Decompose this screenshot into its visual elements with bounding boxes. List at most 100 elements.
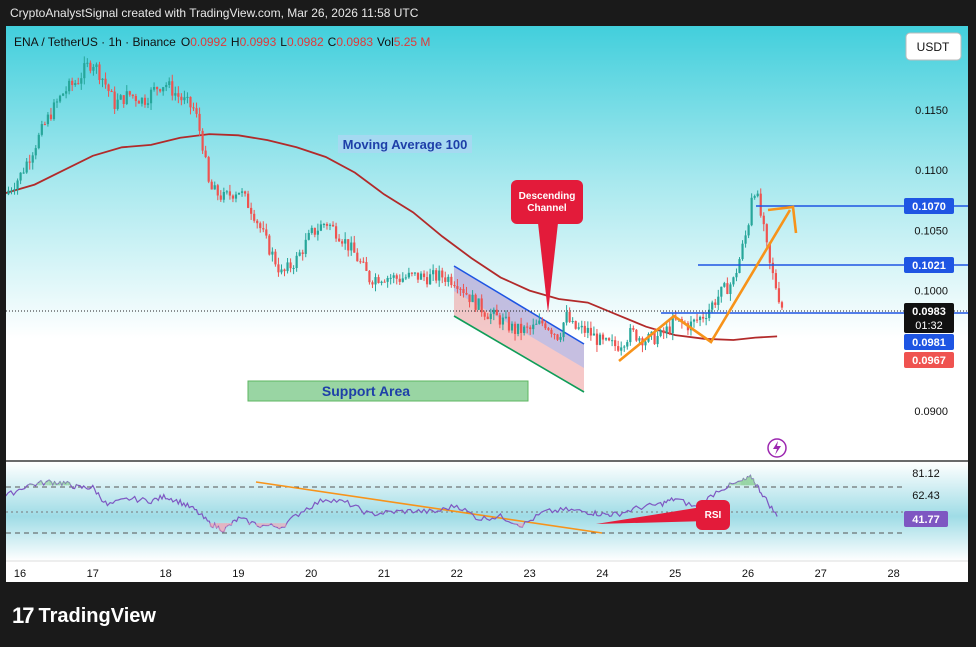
candle-body <box>562 322 565 338</box>
candle-body <box>256 220 259 224</box>
candle-body <box>611 340 614 342</box>
candle-body <box>280 269 283 273</box>
candle-body <box>607 338 611 341</box>
candle-body <box>28 161 31 163</box>
candle-body <box>380 281 383 283</box>
candle-body <box>83 63 86 79</box>
candle-body <box>762 215 765 225</box>
candle-body <box>589 327 592 336</box>
candle-body <box>410 272 414 274</box>
candle-body <box>134 96 137 102</box>
rsi-value-badge <box>904 511 948 527</box>
flash-icon-group[interactable] <box>767 438 787 458</box>
candle-body <box>34 148 37 156</box>
candle-body <box>10 190 13 192</box>
candle-body <box>556 334 559 340</box>
price-badge <box>904 334 954 350</box>
candle-body <box>171 81 174 96</box>
candle-body <box>735 272 738 278</box>
candle-body <box>459 288 462 290</box>
candle-body <box>240 191 244 193</box>
legend-l-label: L <box>280 35 287 49</box>
candle-body <box>107 84 110 92</box>
candle-body <box>177 93 180 97</box>
candle-body <box>544 323 547 329</box>
candle-body <box>583 325 586 333</box>
candle-body <box>40 124 43 135</box>
candle-body <box>204 150 207 158</box>
tradingview-logo[interactable]: 17 TradingView <box>12 603 156 629</box>
candle-body <box>316 230 319 235</box>
time-tick-label: 17 <box>87 568 99 580</box>
descending-channel-callout: Descending Channel <box>511 180 583 313</box>
chart-svg[interactable]: Support Area Moving Average 100 <box>6 26 968 582</box>
candle-body <box>413 272 417 274</box>
rsi-callout-pointer <box>596 506 708 524</box>
candle-body <box>228 191 232 196</box>
candle-body <box>165 84 168 88</box>
candle-body <box>753 196 756 198</box>
time-tick-label: 21 <box>378 568 390 580</box>
channel-callout-line1: Descending <box>519 191 576 202</box>
candle-body <box>231 195 235 199</box>
candle-body <box>592 333 596 336</box>
candle-body <box>98 64 101 80</box>
candle-body <box>471 294 474 303</box>
candle-body <box>723 283 726 287</box>
rsi-callout-label: RSI <box>705 510 722 521</box>
legend-o-label: O <box>181 35 190 49</box>
candle-body <box>477 298 480 310</box>
candle-body <box>180 96 183 101</box>
candle-body <box>383 281 386 283</box>
legend-o-val: 0.0992 <box>190 35 227 49</box>
legend-symbol: ENA / TetherUS · 1h · Binance <box>14 35 176 49</box>
candle-body <box>729 284 732 294</box>
channel-callout-pointer <box>538 223 558 313</box>
channel-callout-line2: Channel <box>527 203 567 214</box>
candle-body <box>304 239 307 254</box>
legend-l-val: 0.0982 <box>287 35 324 49</box>
candle-body <box>322 224 326 226</box>
candle-body <box>74 83 77 85</box>
candle-body <box>689 321 693 331</box>
candle-body <box>623 346 626 348</box>
time-tick-label: 24 <box>596 568 608 580</box>
candle-body <box>698 316 702 321</box>
candle-body <box>110 91 113 93</box>
candle-body <box>568 311 571 322</box>
candle-body <box>101 78 104 80</box>
candle-body <box>523 326 526 334</box>
rsi-group <box>6 474 906 534</box>
currency-button-box[interactable] <box>905 32 962 61</box>
candle-body <box>365 262 368 271</box>
candle-body <box>122 95 125 105</box>
price-badge <box>904 257 954 273</box>
countdown-label: 01:32 <box>915 320 943 332</box>
time-tick-label: 25 <box>669 568 681 580</box>
time-tick-label: 27 <box>815 568 827 580</box>
candle-body <box>692 319 696 322</box>
candle-body <box>507 316 511 331</box>
support-area-group: Support Area <box>247 380 529 402</box>
candle-body <box>250 207 253 214</box>
candle-body <box>668 326 671 334</box>
price-badge-label: 0.1021 <box>912 260 946 272</box>
flash-icon[interactable] <box>767 438 787 458</box>
candle-body <box>708 309 711 319</box>
legend-c-val: 0.0983 <box>336 35 373 49</box>
candle-body <box>656 335 659 345</box>
candle-body <box>295 255 298 268</box>
price-tick-label: 0.1150 <box>915 105 948 117</box>
candle-body <box>377 277 380 283</box>
currency-button[interactable]: USDT <box>905 32 962 61</box>
tradingview-logo-mark: 17 <box>12 603 35 628</box>
candle-body <box>547 328 550 330</box>
candle-body <box>149 89 153 104</box>
candle-body <box>55 101 59 103</box>
candle-body <box>374 277 377 285</box>
candle-body <box>350 242 353 251</box>
candle-body <box>274 251 277 265</box>
candle-body <box>331 224 335 227</box>
candle-body <box>747 225 750 236</box>
legend: ENA / TetherUS · 1h · Binance O0.0992 H0.0… <box>14 35 430 49</box>
